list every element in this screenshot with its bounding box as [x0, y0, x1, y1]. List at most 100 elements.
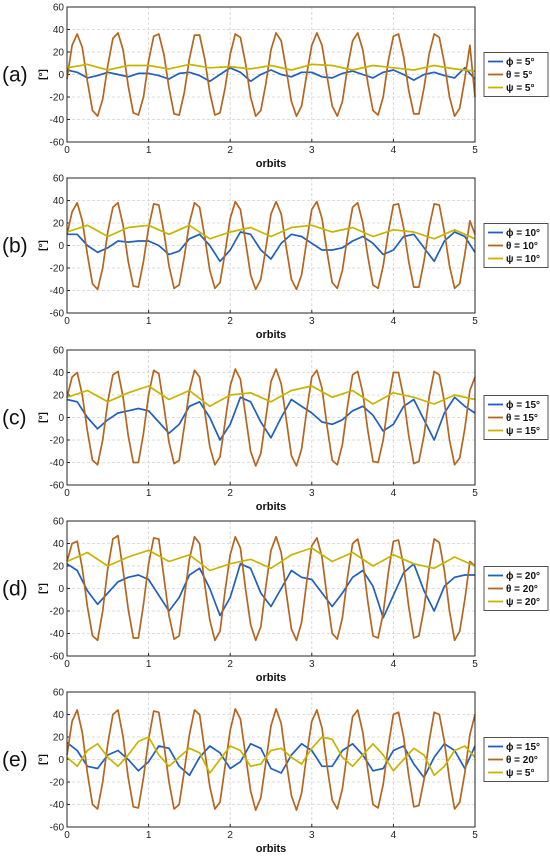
x-tick-label: 4	[391, 830, 397, 841]
x-tick-label: 3	[309, 145, 315, 156]
y-tick-label: -60	[50, 481, 65, 492]
legend-label: ψ = 15°	[506, 426, 540, 437]
x-tick-label: 5	[472, 830, 478, 841]
chart-panel: 0 1 2 3 4 5 -60 -40 -20 0 20 40 60 orbits [°] (b) ϕ = 10…	[2, 174, 549, 341]
y-tick-label: -40	[50, 115, 65, 126]
legend-label: θ = 15°	[506, 413, 538, 424]
y-tick-label: 40	[53, 539, 65, 550]
legend-label: ψ = 20°	[506, 597, 540, 608]
legend-label: ϕ = 15°	[506, 400, 540, 411]
panel-label: (d)	[2, 578, 28, 601]
series-line	[66, 32, 476, 117]
y-tick-label: 0	[58, 241, 64, 252]
y-tick-label: 20	[53, 48, 65, 59]
y-tick-label: 0	[58, 70, 64, 81]
panel-label: (e)	[2, 749, 28, 772]
series-line	[66, 562, 475, 619]
x-axis-label: orbits	[256, 672, 287, 684]
series-line	[66, 547, 476, 572]
legend-label: ϕ = 20°	[506, 571, 540, 582]
y-tick-label: 60	[53, 517, 65, 528]
x-tick-label: 4	[391, 659, 397, 670]
panel-label: (b)	[2, 235, 28, 258]
y-tick-label: 60	[53, 3, 65, 14]
x-axis-label: orbits	[256, 843, 287, 855]
legend-label: ψ = 5°	[506, 768, 535, 779]
legend-label: θ = 5°	[506, 70, 532, 81]
x-axis-label: orbits	[256, 158, 287, 170]
x-tick-label: 3	[309, 659, 315, 670]
x-tick-label: 5	[472, 659, 478, 670]
axes-frame	[66, 349, 476, 486]
series-line	[66, 385, 476, 408]
x-tick-label: 1	[146, 488, 152, 499]
x-tick-label: 4	[391, 316, 397, 327]
y-axis-label: [°]	[38, 754, 49, 765]
legend-label: θ = 20°	[506, 755, 538, 766]
series-line	[66, 708, 476, 811]
y-tick-label: -60	[50, 309, 65, 320]
y-axis-label: [°]	[38, 69, 49, 80]
y-tick-label: 0	[58, 584, 64, 595]
x-tick-label: 2	[227, 316, 233, 327]
y-tick-label: 40	[53, 196, 65, 207]
legend-label: θ = 20°	[506, 584, 538, 595]
x-tick-label: 2	[227, 659, 233, 670]
x-tick-label: 4	[391, 145, 397, 156]
y-tick-label: -40	[50, 458, 65, 469]
y-tick-label: 40	[53, 710, 65, 721]
x-tick-label: 2	[227, 830, 233, 841]
y-tick-label: 0	[58, 413, 64, 424]
legend-label: ϕ = 10°	[506, 228, 540, 239]
y-tick-label: -40	[50, 629, 65, 640]
y-tick-label: 0	[58, 755, 64, 766]
y-tick-label: 20	[53, 391, 65, 402]
x-tick-label: 2	[227, 488, 233, 499]
x-tick-label: 5	[472, 316, 478, 327]
axes-frame	[66, 520, 476, 657]
x-tick-label: 2	[227, 145, 233, 156]
x-tick-label: 5	[472, 145, 478, 156]
legend-label: ϕ = 5°	[506, 57, 534, 68]
panel-label: (c)	[2, 407, 27, 430]
series-line	[66, 224, 476, 240]
x-tick-label: 1	[146, 316, 152, 327]
y-tick-label: -40	[50, 800, 65, 811]
x-tick-label: 1	[146, 659, 152, 670]
y-axis-label: [°]	[38, 583, 49, 594]
series-line	[66, 534, 476, 642]
x-tick-label: 0	[64, 316, 70, 327]
y-tick-label: 60	[53, 174, 65, 185]
y-axis-label: [°]	[38, 412, 49, 423]
chart-panel: 0 1 2 3 4 5 -60 -40 -20 0 20 40 60 orbits [°] (c) ϕ = 15…	[2, 346, 549, 513]
series-line	[66, 736, 476, 777]
y-tick-label: -20	[50, 607, 65, 618]
legend-label: ψ = 10°	[506, 254, 540, 265]
x-tick-label: 3	[309, 316, 315, 327]
chart-panel: 0 1 2 3 4 5 -60 -40 -20 0 20 40 60 orbits [°] (e) ϕ = 15…	[2, 688, 549, 855]
y-tick-label: -20	[50, 778, 65, 789]
y-axis-label: [°]	[38, 240, 49, 251]
series-line	[66, 63, 476, 72]
y-tick-label: -60	[50, 138, 65, 149]
legend-label: ϕ = 15°	[506, 742, 540, 753]
x-tick-label: 0	[64, 145, 70, 156]
axes-frame	[66, 177, 476, 314]
series-line	[66, 200, 476, 291]
series-line	[66, 741, 476, 779]
y-tick-label: 20	[53, 562, 65, 573]
y-tick-label: -60	[50, 652, 65, 663]
y-tick-label: 40	[53, 368, 65, 379]
x-tick-label: 1	[146, 830, 152, 841]
y-tick-label: -20	[50, 436, 65, 447]
chart-panel: 0 1 2 3 4 5 -60 -40 -20 0 20 40 60 orbits [°] (d) ϕ = 20…	[2, 517, 549, 684]
x-axis-label: orbits	[256, 329, 287, 341]
series-line	[66, 368, 476, 467]
y-tick-label: 20	[53, 733, 65, 744]
y-tick-label: 40	[53, 25, 65, 36]
y-tick-label: -40	[50, 286, 65, 297]
axes-frame	[66, 691, 476, 828]
x-tick-label: 4	[391, 488, 397, 499]
x-tick-label: 1	[146, 145, 152, 156]
